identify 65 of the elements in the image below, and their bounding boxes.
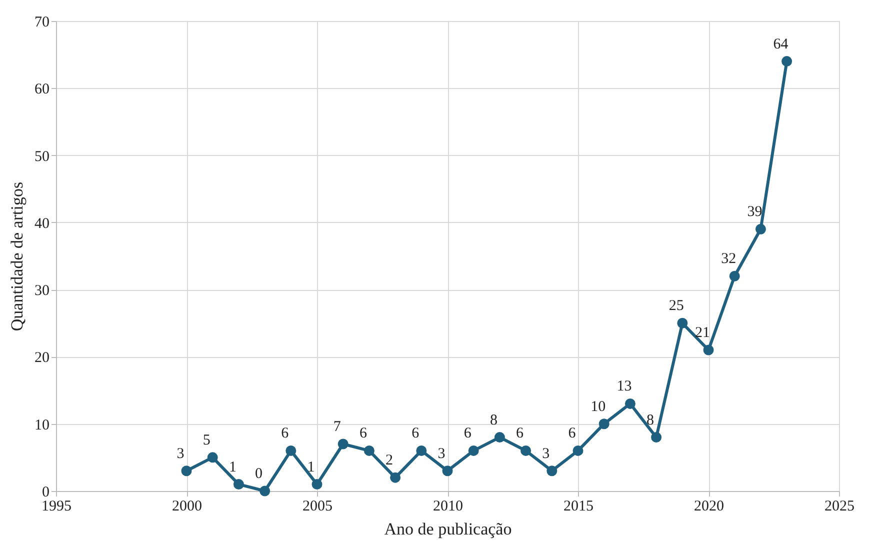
data-label: 64 <box>773 36 789 52</box>
y-tick-label: 40 <box>34 216 50 232</box>
x-axis-title: Ano de publicação <box>384 520 512 538</box>
y-axis-title: Quantidade de artigos <box>8 182 26 332</box>
point <box>286 445 296 456</box>
data-label: 3 <box>542 446 550 462</box>
point <box>233 479 244 490</box>
data-label: 3 <box>176 446 184 462</box>
point <box>651 432 662 443</box>
data-label: 0 <box>255 466 263 482</box>
x-tick-label: 2020 <box>694 498 724 514</box>
point <box>338 438 348 450</box>
x-tick-label: 2005 <box>302 498 332 514</box>
data-label: 10 <box>590 398 606 415</box>
data-label: 21 <box>695 325 710 341</box>
data-label: 6 <box>464 426 472 442</box>
data-label: 25 <box>668 298 684 314</box>
y-tick-label: 0 <box>42 484 50 500</box>
data-label: 6 <box>359 426 368 442</box>
data-label: 6 <box>281 426 290 442</box>
data-label: 3 <box>438 446 446 462</box>
point <box>520 445 532 456</box>
point <box>703 344 714 356</box>
y-tick-label: 50 <box>34 148 50 165</box>
y-tick-label: 70 <box>34 14 50 30</box>
data-label: 8 <box>490 412 498 428</box>
point <box>546 466 558 476</box>
y-tick-label: 60 <box>34 82 50 98</box>
point <box>494 432 505 443</box>
point <box>729 270 740 282</box>
point <box>364 445 374 456</box>
point <box>782 56 792 67</box>
x-tick-label: 2025 <box>824 498 854 514</box>
data-label: 6 <box>412 426 420 442</box>
y-tick-label: 10 <box>34 417 50 434</box>
point <box>312 479 322 490</box>
y-tick-label: 30 <box>34 283 50 300</box>
y-tick-label: 20 <box>34 350 50 366</box>
data-label: 6 <box>516 426 524 442</box>
point <box>755 224 766 234</box>
point <box>442 466 453 476</box>
data-label: 13 <box>616 378 632 395</box>
x-tick-label: 1995 <box>42 498 72 514</box>
data-label: 2 <box>386 452 394 469</box>
x-tick-label: 2010 <box>433 498 463 514</box>
data-label: 32 <box>721 251 736 268</box>
point <box>468 445 479 456</box>
point <box>572 445 584 456</box>
data-label: 7 <box>333 419 342 435</box>
point <box>598 418 610 430</box>
point <box>624 398 636 409</box>
x-tick-label: 2015 <box>564 498 594 514</box>
point <box>390 472 401 483</box>
data-label: 5 <box>202 432 210 448</box>
data-label: 39 <box>747 204 762 220</box>
data-label: 1 <box>228 459 236 476</box>
data-label: 8 <box>646 412 654 428</box>
point <box>181 466 192 476</box>
data-label: 1 <box>307 459 315 476</box>
x-tick-label: 2000 <box>172 498 202 514</box>
point <box>260 486 270 496</box>
data-label: 6 <box>568 426 576 442</box>
point <box>207 452 218 463</box>
point <box>677 318 688 328</box>
point <box>416 445 427 456</box>
